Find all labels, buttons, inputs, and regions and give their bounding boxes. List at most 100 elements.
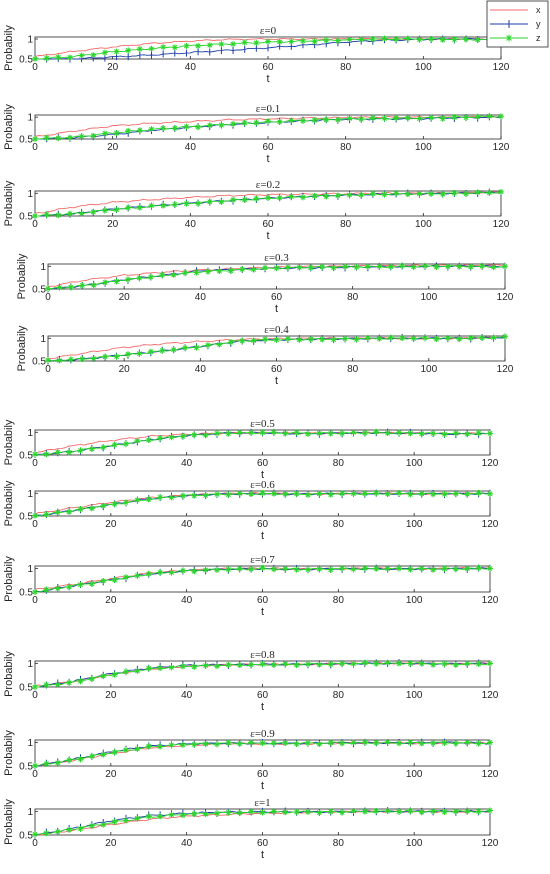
series-marker-z [282,740,289,747]
x-tick-label: 60 [257,595,269,606]
series-marker-z [259,490,266,497]
series-marker-z [327,430,334,437]
x-tick-label: 60 [262,142,274,153]
series-marker-z [54,759,61,766]
series-marker-z [102,353,109,360]
x-tick-label: 80 [333,690,345,701]
y-tick-label: 0.5 [32,357,46,368]
series-marker-z [54,509,61,516]
series-marker-z [361,490,368,497]
series-marker-z [393,190,400,197]
series-marker-z [90,208,97,215]
series-marker-z [111,671,118,678]
series-marker-z [214,491,220,498]
y-tick-label: 0.5 [19,762,33,773]
series-marker-z [369,114,376,121]
x-axis-label: t [266,230,269,242]
series-marker-z [157,665,164,672]
y-axis-label: Probabily [3,104,15,150]
series-marker-z [43,760,50,767]
series-marker-z [253,119,260,126]
series-marker-z [157,813,164,820]
series-marker-z [404,114,411,121]
series-marker-z [101,49,108,56]
series-marker-z [416,36,423,43]
series-marker-z [218,122,225,129]
series-marker-z [416,115,423,122]
series-marker-z [216,341,223,348]
series-marker-z [358,116,365,123]
series-marker-z [373,490,380,497]
subplot-title: ε=0.3 [264,252,289,264]
series-marker-z [67,356,74,363]
series-marker-z [183,42,190,49]
series-marker-z [179,663,186,670]
x-tick-label: 100 [406,458,423,469]
x-tick-label: 100 [406,769,423,780]
x-axis-label: t [261,469,264,481]
series-marker-z [305,566,311,573]
series-marker-z [182,269,189,276]
series-marker-z [239,266,246,273]
series-marker-z [487,807,493,814]
series-marker-z [113,130,120,137]
series-marker-z [410,335,417,342]
x-tick-label: 0 [32,769,38,780]
x-tick-label: 60 [262,62,274,73]
x-tick-label: 80 [333,519,345,530]
x-axis-label: t [261,701,264,713]
series-marker-z [430,661,437,668]
series-marker-z [387,334,394,341]
series-marker-z [136,45,143,52]
series-marker-z [171,125,178,132]
y-tick-label: 1 [27,428,33,439]
series-marker-z [250,337,257,344]
subplot-title: ε=0 [260,25,277,37]
series-marker-z [282,430,289,437]
series-marker-z [225,491,232,498]
series-marker-z [475,740,482,747]
series-marker-z [342,335,349,342]
y-tick-label: 1 [27,659,33,670]
series-marker-z [299,194,306,201]
series-marker-z [418,809,425,816]
series-marker-z [78,210,85,217]
series-marker-z [428,35,435,42]
y-tick-label: 0.5 [19,683,33,694]
series-marker-z [100,444,107,451]
series-marker-z [225,566,232,573]
series-marker-z [168,434,175,441]
series-marker-z [327,739,334,746]
series-marker-z [276,194,283,201]
series-marker-z [486,113,493,120]
x-tick-label: 20 [105,690,117,701]
series-marker-z [113,353,120,360]
series-marker-z [346,191,353,198]
series-marker-z [384,739,391,746]
x-tick-label: 40 [185,142,197,153]
series-marker-z [373,807,380,814]
series-marker-z [323,116,330,123]
subplot-title: ε=0.5 [250,418,275,430]
series-marker-z [293,740,300,747]
x-tick-label: 100 [415,62,432,73]
series-marker-z [136,350,143,357]
y-axis-label: Probabily [3,419,15,465]
series-marker-z [327,566,334,573]
series-marker-z [451,114,458,121]
series-marker-z [270,429,277,436]
series-marker-z [66,679,73,686]
series-marker-z [248,808,255,815]
subplot-title: ε=0.4 [264,324,289,336]
y-axis-label: Probabily [3,25,15,71]
series-marker-z [293,566,300,573]
series-marker-z [463,36,470,43]
series-marker-z [218,41,225,48]
series-marker-z [270,490,277,497]
x-tick-label: 40 [181,769,193,780]
series-marker-z [248,490,255,497]
series-marker-z [179,567,186,574]
series-marker-z [273,336,280,343]
series-marker-z [262,264,269,271]
series-marker-z [55,135,62,142]
